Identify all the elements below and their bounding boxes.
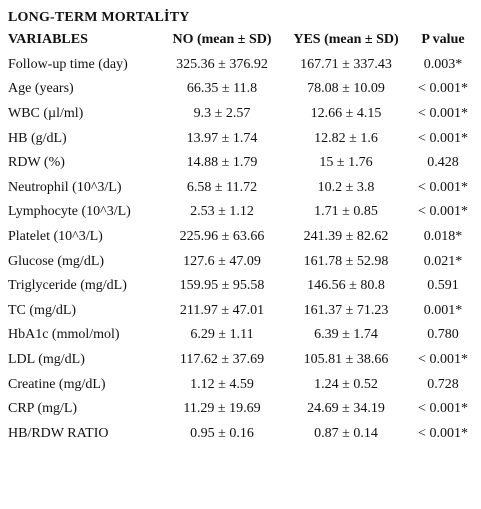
p-value-cell: 0.728 <box>427 376 459 392</box>
header-no: NO (mean ± SD) <box>172 32 272 48</box>
no-value-cell: 127.6 ± 47.09 <box>183 253 261 269</box>
yes-value-cell: 0.87 ± 0.14 <box>314 425 378 441</box>
yes-value-cell: 161.78 ± 52.98 <box>303 253 389 269</box>
table-row: HbA1c (mmol/mol) 6.29 ± 1.11 6.39 ± 1.74 0.… <box>8 323 478 348</box>
table-title: LONG-TERM MORTALİTY <box>8 10 190 25</box>
no-value-cell: 14.88 ± 1.79 <box>186 155 258 171</box>
variable-cell: Glucose (mg/dL) <box>8 253 105 269</box>
variable-cell: Follow-up time (day) <box>8 56 128 72</box>
variable-cell: WBC (µl/ml) <box>8 106 84 122</box>
table-row: Platelet (10^3/L) 225.96 ± 63.66 241.39 ± … <box>8 225 478 250</box>
yes-value-cell: 161.37 ± 71.23 <box>303 302 389 318</box>
yes-value-cell: 15 ± 1.76 <box>319 155 373 171</box>
table-row: CRP (mg/L) 11.29 ± 19.69 24.69 ± 34.19 < 0.… <box>8 397 478 422</box>
variable-cell: HB (g/dL) <box>8 130 67 146</box>
no-value-cell: 1.12 ± 4.59 <box>190 376 254 392</box>
variable-cell: HB/RDW RATIO <box>8 425 109 441</box>
table-row: RDW (%) 14.88 ± 1.79 15 ± 1.76 0.428 <box>8 151 478 176</box>
no-value-cell: 2.53 ± 1.12 <box>190 204 254 220</box>
variable-cell: Creatine (mg/dL) <box>8 376 106 392</box>
variable-cell: RDW (%) <box>8 155 65 171</box>
table-row: Age (years) 66.35 ± 11.8 78.08 ± 10.09 < 0.… <box>8 77 478 102</box>
header-p-value: P value <box>421 32 465 48</box>
table-row: Follow-up time (day) 325.36 ± 376.92 167.7… <box>8 53 478 78</box>
no-value-cell: 6.29 ± 1.11 <box>190 327 254 343</box>
yes-value-cell: 12.82 ± 1.6 <box>314 130 378 146</box>
no-value-cell: 66.35 ± 11.8 <box>186 81 258 97</box>
no-value-cell: 225.96 ± 63.66 <box>179 229 265 245</box>
variable-cell: Neutrophil (10^3/L) <box>8 179 122 195</box>
no-value-cell: 11.29 ± 19.69 <box>183 401 261 417</box>
yes-value-cell: 10.2 ± 3.8 <box>317 179 375 195</box>
no-value-cell: 6.58 ± 11.72 <box>186 179 258 195</box>
table-row: Triglyceride (mg/dL) 159.95 ± 95.58 146.56… <box>8 274 478 299</box>
table-row: Neutrophil (10^3/L) 6.58 ± 11.72 10.2 ± 3.… <box>8 176 478 201</box>
yes-value-cell: 105.81 ± 38.66 <box>303 352 389 368</box>
no-value-cell: 13.97 ± 1.74 <box>186 130 258 146</box>
p-value-cell: 0.001* <box>423 302 463 318</box>
p-value-cell: 0.428 <box>427 155 459 171</box>
table-row: Glucose (mg/dL) 127.6 ± 47.09 161.78 ± 52.… <box>8 249 478 274</box>
p-value-cell: 0.018* <box>423 229 463 245</box>
variable-cell: Platelet (10^3/L) <box>8 229 103 245</box>
p-value-cell: 0.780 <box>427 327 459 343</box>
yes-value-cell: 12.66 ± 4.15 <box>310 106 382 122</box>
variable-cell: TC (mg/dL) <box>8 302 77 318</box>
yes-value-cell: 24.69 ± 34.19 <box>307 401 385 417</box>
no-value-cell: 211.97 ± 47.01 <box>179 302 265 318</box>
p-value-cell: < 0.001* <box>418 179 468 195</box>
variable-cell: LDL (mg/dL) <box>8 352 85 368</box>
yes-value-cell: 78.08 ± 10.09 <box>307 81 385 97</box>
table-row: HB/RDW RATIO 0.95 ± 0.16 0.87 ± 0.14 < 0.00… <box>8 422 478 447</box>
header-variables: VARIABLES <box>8 32 88 48</box>
table-row: LDL (mg/dL) 117.62 ± 37.69 105.81 ± 38.66 <… <box>8 348 478 373</box>
table-row: WBC (µl/ml) 9.3 ± 2.57 12.66 ± 4.15 < 0.001… <box>8 102 478 127</box>
yes-value-cell: 1.24 ± 0.52 <box>314 376 378 392</box>
table-row: TC (mg/dL) 211.97 ± 47.01 161.37 ± 71.23 0.… <box>8 299 478 324</box>
table-row: HB (g/dL) 13.97 ± 1.74 12.82 ± 1.6 < 0.001* <box>8 126 478 151</box>
variable-cell: CRP (mg/L) <box>8 401 78 417</box>
p-value-cell: < 0.001* <box>418 204 468 220</box>
p-value-cell: < 0.001* <box>418 425 468 441</box>
p-value-cell: 0.591 <box>427 278 459 294</box>
p-value-cell: < 0.001* <box>418 106 468 122</box>
no-value-cell: 9.3 ± 2.57 <box>193 106 251 122</box>
yes-value-cell: 241.39 ± 82.62 <box>303 229 389 245</box>
header-yes: YES (mean ± SD) <box>293 32 399 48</box>
no-value-cell: 325.36 ± 376.92 <box>176 56 268 72</box>
p-value-cell: < 0.001* <box>418 352 468 368</box>
p-value-cell: < 0.001* <box>418 130 468 146</box>
yes-value-cell: 1.71 ± 0.85 <box>314 204 378 220</box>
yes-value-cell: 146.56 ± 80.8 <box>307 278 385 294</box>
no-value-cell: 159.95 ± 95.58 <box>179 278 265 294</box>
no-value-cell: 117.62 ± 37.69 <box>179 352 265 368</box>
p-value-cell: < 0.001* <box>418 81 468 97</box>
document: LONG-TERM MORTALİTY VARIABLES NO (mean ±… <box>8 8 478 446</box>
p-value-cell: 0.021* <box>423 253 463 269</box>
yes-value-cell: 6.39 ± 1.74 <box>314 327 378 343</box>
table-body: Follow-up time (day) 325.36 ± 376.92 167.7… <box>8 53 478 447</box>
variable-cell: Lymphocyte (10^3/L) <box>8 204 131 220</box>
table-row: Lymphocyte (10^3/L) 2.53 ± 1.12 1.71 ± 0.8… <box>8 200 478 225</box>
mortality-table: VARIABLES NO (mean ± SD) YES (mean ± SD)… <box>8 28 478 446</box>
yes-value-cell: 167.71 ± 337.43 <box>300 56 392 72</box>
p-value-cell: < 0.001* <box>418 401 468 417</box>
variable-cell: Triglyceride (mg/dL) <box>8 278 127 294</box>
table-row: Creatine (mg/dL) 1.12 ± 4.59 1.24 ± 0.52 0.… <box>8 372 478 397</box>
p-value-cell: 0.003* <box>423 56 463 72</box>
variable-cell: HbA1c (mmol/mol) <box>8 327 120 343</box>
no-value-cell: 0.95 ± 0.16 <box>190 425 254 441</box>
header-row: VARIABLES NO (mean ± SD) YES (mean ± SD)… <box>8 28 478 53</box>
variable-cell: Age (years) <box>8 81 74 97</box>
